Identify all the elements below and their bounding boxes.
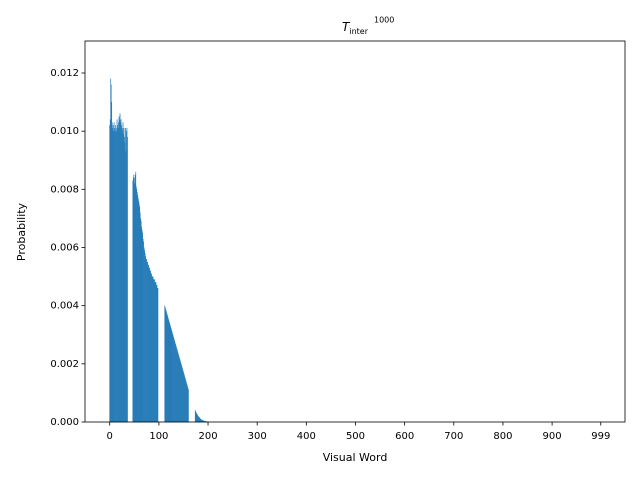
y-tick-label: 0.000 [50,417,79,428]
title-subscript: inter [349,27,368,36]
x-tick-label: 700 [444,431,463,442]
x-tick-label: 500 [346,431,365,442]
title-superscript: 1000 [374,16,394,25]
chart-title: Tinter [342,20,369,36]
x-tick-label: 400 [297,431,316,442]
x-tick-label: 999 [591,431,610,442]
x-tick-label: 200 [198,431,217,442]
x-axis-label: Visual Word [323,451,388,464]
x-tick-label: 900 [543,431,562,442]
title-main: T [342,20,351,34]
y-tick-label: 0.002 [50,359,79,370]
plot-frame [84,40,626,423]
x-tick-label: 800 [493,431,512,442]
x-tick-label: 300 [248,431,267,442]
y-axis-label: Probability [15,202,28,261]
x-tick-label: 600 [395,431,414,442]
y-tick-label: 0.008 [50,184,79,195]
y-tick-label: 0.010 [50,126,79,137]
y-tick-label: 0.006 [50,242,79,253]
x-tick-label: 0 [107,431,113,442]
y-tick-label: 0.012 [50,68,79,79]
x-tick-label: 100 [149,431,168,442]
y-tick-label: 0.004 [50,301,79,312]
